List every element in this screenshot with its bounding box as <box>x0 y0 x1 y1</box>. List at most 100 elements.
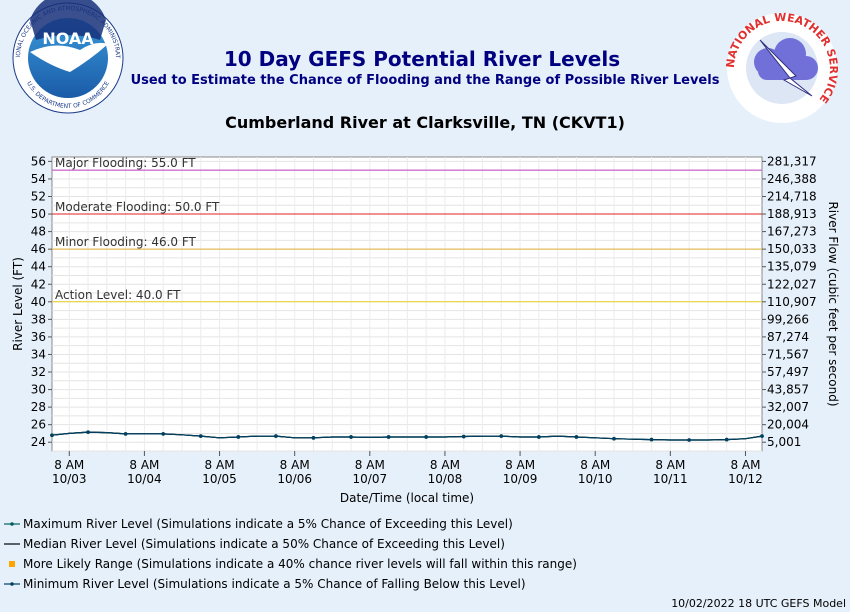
series-point-minimum <box>612 436 616 441</box>
series-point-minimum <box>311 436 316 440</box>
y-right-tick-label: 57,497 <box>767 365 809 379</box>
noaa-gull-icon <box>30 42 108 72</box>
model-run-footer: 10/02/2022 18 UTC GEFS Model <box>671 597 846 610</box>
series-point-minimum <box>50 433 54 438</box>
y-right-tick-label: 281,317 <box>767 154 817 168</box>
y-tick-label: 52 <box>31 189 46 203</box>
legend-item-minimum: Minimum River Level (Simulations indicat… <box>4 577 526 591</box>
noaa-logo-text: NOAA <box>42 29 94 48</box>
y-tick-label: 28 <box>31 400 46 414</box>
y-right-tick-label: 188,913 <box>767 207 817 221</box>
x-tick-label-date: 10/12 <box>728 472 763 486</box>
x-tick-label-time: 8 AM <box>129 458 159 472</box>
y-tick-label: 44 <box>31 260 46 274</box>
legend-item-range: More Likely Range (Simulations indicate … <box>9 557 577 571</box>
y-right-tick-label: 99,266 <box>767 312 809 326</box>
y-right-tick-label: 110,907 <box>767 295 817 309</box>
legend: Maximum River Level (Simulations indicat… <box>4 517 577 591</box>
series-point-minimum <box>349 435 353 439</box>
noaa-logo: NATIONAL OCEANIC AND ATMOSPHERIC ADMINIS… <box>0 0 124 114</box>
legend-item-maximum: Maximum River Level (Simulations indicat… <box>4 517 513 531</box>
chart-subtitle: Used to Estimate the Chance of Flooding … <box>131 73 720 88</box>
x-tick-label-time: 8 AM <box>205 458 235 472</box>
x-tick-label-time: 8 AM <box>430 458 460 472</box>
y-tick-label: 26 <box>31 418 46 432</box>
y-axis-left: 24 26 28 30 32 34 36 38 40 42 44 46 48 50 52 54 56 <box>31 154 52 449</box>
y-tick-label: 46 <box>31 242 46 256</box>
y-axis-label: River Level (FT) <box>11 257 25 351</box>
series-point-minimum <box>760 434 764 438</box>
series-point-minimum <box>123 432 128 436</box>
y-right-tick-label: 214,718 <box>767 189 817 203</box>
x-tick-label-date: 10/03 <box>52 472 87 486</box>
x-tick-label-date: 10/06 <box>277 472 312 486</box>
series-point-minimum <box>724 437 729 442</box>
y-right-tick-label: 167,273 <box>767 225 817 239</box>
y-tick-label: 50 <box>31 207 46 221</box>
threshold-label-moderate: Moderate Flooding: 50.0 FT <box>55 200 220 214</box>
y-tick-label: 34 <box>31 347 46 361</box>
y-axis-right-label: River Flow (cubic feet per second) <box>826 201 840 406</box>
flood-thresholds: Major Flooding: 55.0 FT Moderate Flooding… <box>52 156 762 303</box>
y-right-tick-label: 135,079 <box>767 260 817 274</box>
y-right-tick-label: 246,388 <box>767 172 817 186</box>
legend-label-maximum: Maximum River Level (Simulations indicat… <box>23 517 513 531</box>
series-point-minimum <box>649 437 654 442</box>
series-point-minimum <box>687 438 691 442</box>
y-tick-label: 38 <box>31 312 46 326</box>
y-tick-label: 54 <box>31 172 46 186</box>
x-tick-label-time: 8 AM <box>580 458 610 472</box>
x-tick-label-time: 8 AM <box>730 458 760 472</box>
series-point-minimum <box>161 432 165 436</box>
threshold-label-action: Action Level: 40.0 FT <box>55 288 181 302</box>
y-tick-label: 56 <box>31 154 46 168</box>
y-right-tick-label: 5,001 <box>767 435 801 449</box>
series-point-minimum <box>236 435 241 439</box>
series-point-minimum <box>386 435 391 439</box>
chart-title: 10 Day GEFS Potential River Levels <box>224 47 620 71</box>
x-tick-label-time: 8 AM <box>505 458 535 472</box>
series-group <box>50 430 764 442</box>
x-axis-label: Date/Time (local time) <box>340 491 474 505</box>
legend-label-minimum: Minimum River Level (Simulations indicat… <box>23 577 526 591</box>
x-tick-label-time: 8 AM <box>54 458 84 472</box>
threshold-label-minor: Minor Flooding: 46.0 FT <box>55 235 197 249</box>
series-point-minimum <box>499 434 504 438</box>
x-tick-label-date: 10/04 <box>127 472 162 486</box>
location-title: Cumberland River at Clarksville, TN (CKV… <box>225 113 625 132</box>
legend-item-median: Median River Level (Simulations indicate… <box>4 537 505 551</box>
lightning-icon <box>759 39 813 97</box>
y-right-tick-label: 43,857 <box>767 383 809 397</box>
x-tick-label-date: 10/11 <box>653 472 688 486</box>
y-tick-label: 36 <box>31 330 46 344</box>
x-tick-label-time: 8 AM <box>355 458 385 472</box>
grid <box>52 157 762 452</box>
x-tick-label-time: 8 AM <box>655 458 685 472</box>
nws-logo: NATIONAL WEATHER SERVICE <box>724 11 840 123</box>
x-tick-label-date: 10/07 <box>353 472 388 486</box>
x-tick-label-time: 8 AM <box>280 458 310 472</box>
threshold-label-major: Major Flooding: 55.0 FT <box>55 156 196 170</box>
y-right-tick-label: 20,004 <box>767 418 809 432</box>
y-axis-right: 5,001 20,004 32,007 43,857 57,497 71,567 87,27… <box>762 154 817 449</box>
y-right-tick-label: 122,027 <box>767 277 817 291</box>
series-point-minimum <box>86 430 90 434</box>
y-tick-label: 40 <box>31 295 46 309</box>
y-tick-label: 24 <box>31 435 46 449</box>
x-tick-label-date: 10/08 <box>428 472 463 486</box>
legend-label-range: More Likely Range (Simulations indicate … <box>23 557 577 571</box>
series-line-minimum <box>51 431 763 441</box>
y-right-tick-label: 87,274 <box>767 330 809 344</box>
series-point-minimum <box>537 435 541 439</box>
y-tick-label: 30 <box>31 383 46 397</box>
series-point-minimum <box>424 435 428 439</box>
y-tick-label: 42 <box>31 277 46 291</box>
x-tick-label-date: 10/10 <box>578 472 613 486</box>
y-right-tick-label: 32,007 <box>767 400 809 414</box>
y-tick-label: 32 <box>31 365 46 379</box>
x-tick-label-date: 10/09 <box>503 472 538 486</box>
y-right-tick-label: 150,033 <box>767 242 817 256</box>
legend-label-median: Median River Level (Simulations indicate… <box>23 537 505 551</box>
